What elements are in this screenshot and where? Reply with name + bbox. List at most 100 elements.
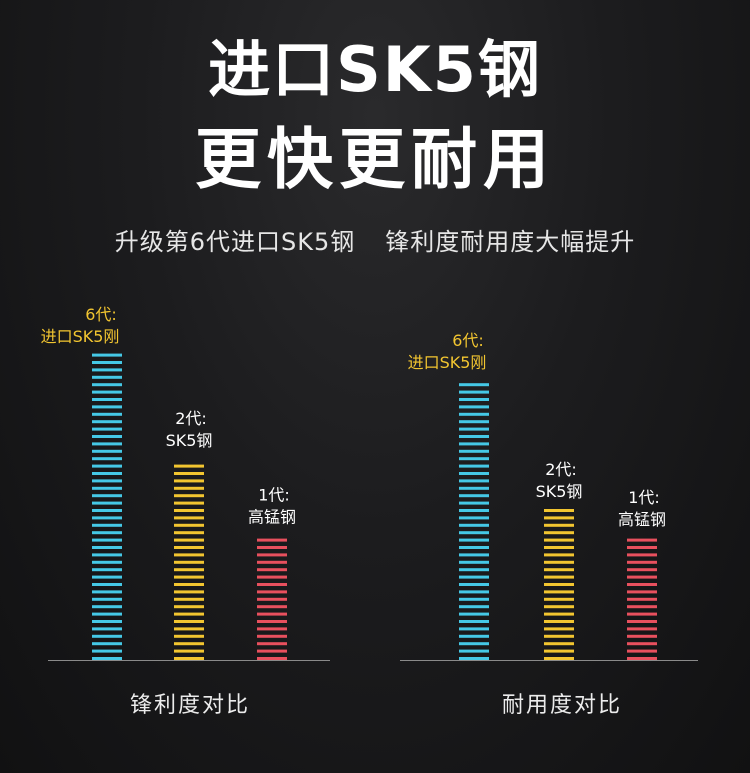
- bar-stripe: [92, 427, 122, 431]
- bar-stripe: [92, 538, 122, 542]
- bar-stripe: [627, 597, 657, 601]
- bar-stripe: [459, 597, 489, 601]
- bar-stripe: [92, 353, 122, 357]
- bar-stripe: [627, 575, 657, 579]
- bar-stripe: [459, 538, 489, 542]
- bar-stripe: [174, 560, 204, 564]
- bar-stripe: [92, 620, 122, 623]
- bar-label-generation: 1代:: [258, 486, 290, 505]
- bar-stripe: [627, 649, 657, 653]
- bar-stripe: [92, 383, 122, 387]
- bar-stripe: [544, 657, 574, 660]
- bar-stripe: [544, 523, 574, 527]
- bar-stripe: [459, 568, 489, 572]
- bar-stripe: [92, 583, 122, 586]
- bar-stripe: [459, 420, 489, 424]
- bar-stripe: [544, 634, 574, 638]
- bar-stripe: [459, 620, 489, 623]
- bar-stripe: [92, 368, 122, 372]
- bar-stripe: [459, 523, 489, 527]
- bar-stripe: [459, 642, 489, 646]
- bar-stripe: [257, 590, 287, 594]
- bar-stripe: [544, 553, 574, 557]
- bar-label-generation: 2代:: [545, 460, 577, 479]
- bar-stripe: [92, 642, 122, 646]
- bar-stripe: [544, 509, 574, 512]
- bar-stripe: [174, 597, 204, 601]
- bar-stripe: [92, 472, 122, 475]
- bar-stripe: [627, 583, 657, 586]
- bar-stripe: [459, 412, 489, 416]
- bar-stripe: [174, 575, 204, 579]
- bar-stripe: [459, 479, 489, 483]
- page-title: 进口SK5钢: [208, 33, 542, 106]
- bar-stripe: [459, 509, 489, 512]
- bar-stripe: [92, 627, 122, 631]
- bar-3: [627, 538, 657, 660]
- bar-label-material: 高锰钢: [618, 510, 666, 529]
- bar-stripe: [174, 553, 204, 557]
- bar-stripe: [544, 546, 574, 549]
- bar-stripe: [544, 620, 574, 623]
- bar-stripe: [92, 457, 122, 461]
- bar-stripe: [92, 509, 122, 512]
- bar-stripe: [257, 649, 287, 653]
- bar-stripe: [459, 501, 489, 505]
- bar-stripe: [92, 375, 122, 379]
- bar-stripe: [544, 649, 574, 653]
- tagline-right: 锋利度耐用度大幅提升: [385, 228, 636, 256]
- bar-stripe: [627, 642, 657, 646]
- bar-stripe: [92, 568, 122, 572]
- bar-stripe: [544, 590, 574, 594]
- bar-stripe: [627, 620, 657, 623]
- bar-stripe: [459, 649, 489, 653]
- bar-stripe: [257, 538, 287, 542]
- bar-stripe: [174, 472, 204, 475]
- bar-stripe: [544, 605, 574, 609]
- bar-stripe: [627, 612, 657, 616]
- bar-stripe: [627, 560, 657, 564]
- bar-stripe: [174, 642, 204, 646]
- bar-stripe: [92, 597, 122, 601]
- bar-stripe: [257, 546, 287, 549]
- bar-stripe: [459, 546, 489, 549]
- bar-stripe: [174, 486, 204, 490]
- chart-xlabel: 锋利度对比: [130, 693, 250, 718]
- bar-stripe: [174, 649, 204, 653]
- bar-stripe: [92, 412, 122, 416]
- bar-stripe: [627, 553, 657, 557]
- bar-stripe: [459, 486, 489, 490]
- bar-2: [174, 464, 204, 660]
- bar-stripe: [459, 531, 489, 535]
- bar-stripe: [92, 516, 122, 520]
- bar-stripe: [627, 605, 657, 609]
- bar-stripe: [92, 442, 122, 446]
- bar-stripe: [92, 486, 122, 490]
- bar-stripe: [627, 657, 657, 660]
- bar-stripe: [544, 516, 574, 520]
- bar-stripe: [459, 442, 489, 446]
- bar-stripe: [174, 605, 204, 609]
- bar-stripe: [257, 642, 287, 646]
- bar-stripe: [459, 575, 489, 579]
- bar-stripe: [92, 398, 122, 401]
- chart-xlabel: 耐用度对比: [502, 693, 622, 718]
- bar-stripe: [174, 464, 204, 468]
- bar-stripe: [174, 612, 204, 616]
- bar-stripe: [627, 590, 657, 594]
- bar-stripe: [627, 627, 657, 631]
- bar-stripe: [627, 546, 657, 549]
- bar-stripe: [257, 657, 287, 660]
- bar-label-material: SK5钢: [166, 431, 213, 450]
- bar-stripe: [174, 531, 204, 535]
- bar-stripe: [459, 383, 489, 387]
- bar-stripe: [257, 612, 287, 616]
- bar-stripe: [92, 449, 122, 453]
- bar-stripe: [459, 627, 489, 631]
- bar-stripe: [459, 398, 489, 401]
- bar-stripe: [174, 627, 204, 631]
- bar-stripe: [459, 516, 489, 520]
- bar-stripe: [92, 501, 122, 505]
